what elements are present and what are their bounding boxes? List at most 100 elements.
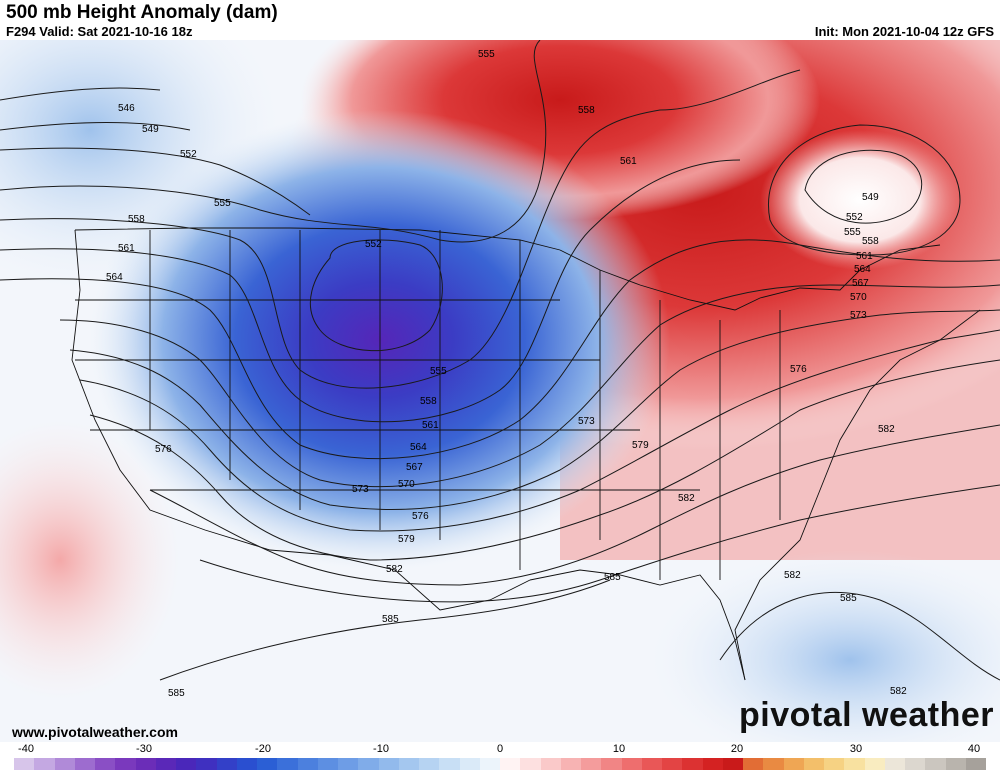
header: 500 mb Height Anomaly (dam) F294 Valid: …: [0, 0, 1000, 40]
colorbar-strip: [14, 758, 986, 770]
label-564: 564: [106, 272, 123, 283]
label-546: 546: [118, 103, 135, 114]
colorbar-swatch: [965, 758, 986, 770]
great-lakes-border: [559, 244, 941, 311]
colorbar-swatch: [945, 758, 966, 770]
label-567: 567: [406, 462, 423, 473]
label-558-canada: 558: [862, 236, 879, 247]
colorbar-swatch: [74, 758, 95, 770]
contour-552-canada: [768, 124, 961, 256]
label-585-east: 585: [840, 593, 857, 604]
contour-labels: 546 549 552 552 555 555 555 558 558 558 …: [106, 49, 907, 699]
colorbar-swatch: [398, 758, 419, 770]
label-582-east: 582: [878, 424, 895, 435]
contour-552: [0, 147, 311, 216]
label-582-caribbean: 582: [890, 686, 907, 697]
contour-570: [69, 309, 1000, 510]
label-570: 570: [398, 479, 415, 490]
valid-time: F294 Valid: Sat 2021-10-16 18z: [6, 24, 193, 39]
political-boundaries: [71, 227, 981, 681]
contour-555: [0, 40, 547, 243]
colorbar-tick: 20: [730, 743, 744, 755]
label-573-canada: 573: [850, 310, 867, 321]
colorbar-swatch: [317, 758, 338, 770]
colorbar-swatch: [479, 758, 500, 770]
colorbar-swatch: [520, 758, 541, 770]
colorbar-swatch: [257, 758, 278, 770]
label-555-north: 555: [478, 49, 495, 60]
colorbar-swatch: [621, 758, 642, 770]
label-555-trough: 555: [430, 366, 447, 377]
label-576-trough: 576: [412, 511, 429, 522]
contour-549: [0, 122, 191, 131]
label-552: 552: [180, 149, 197, 160]
colorbar-swatch: [601, 758, 622, 770]
label-561: 561: [118, 243, 135, 254]
height-contours: [0, 40, 1000, 681]
colorbar-swatch: [905, 758, 926, 770]
label-555-canada: 555: [844, 227, 861, 238]
colorbar-swatch: [884, 758, 905, 770]
contour-585: [159, 579, 611, 681]
colorbar-swatch: [216, 758, 237, 770]
colorbar-tick: -10: [373, 743, 389, 755]
label-573: 573: [352, 484, 369, 495]
gulf-coast: [529, 569, 746, 681]
colorbar-tick: 10: [612, 743, 626, 755]
map-canvas: 546 549 552 552 555 555 555 558 558 558 …: [0, 40, 1000, 742]
label-579-east: 579: [632, 440, 649, 451]
label-561-north: 561: [620, 156, 637, 167]
colorbar-tick: 40: [967, 743, 981, 755]
colorbar-swatch: [824, 758, 845, 770]
colorbar-swatch: [783, 758, 804, 770]
colorbar-swatch: [338, 758, 359, 770]
label-561-trough: 561: [422, 420, 439, 431]
colorbar-swatch: [500, 758, 521, 770]
label-582: 582: [386, 564, 403, 575]
colorbar-swatch: [95, 758, 116, 770]
colorbar-swatch: [378, 758, 399, 770]
colorbar-swatch: [277, 758, 298, 770]
colorbar-swatch: [54, 758, 75, 770]
contour-561: [0, 159, 741, 423]
label-573-east: 573: [578, 416, 595, 427]
label-567-canada: 567: [852, 278, 869, 289]
label-552-canada: 552: [846, 212, 863, 223]
label-558: 558: [128, 214, 145, 225]
colorbar-tick: -20: [255, 743, 271, 755]
atlantic-negative-region: [650, 550, 1000, 742]
colorbar-swatch: [641, 758, 662, 770]
label-549-canada: 549: [862, 192, 879, 203]
colorbar-tick: 0: [496, 743, 504, 755]
colorbar-swatch: [560, 758, 581, 770]
colorbar-swatch: [419, 758, 440, 770]
colorbar-swatch: [176, 758, 197, 770]
label-564-canada: 564: [854, 264, 871, 275]
label-564-trough: 564: [410, 442, 427, 453]
label-570-canada: 570: [850, 292, 867, 303]
website-url: www.pivotalweather.com: [12, 724, 178, 740]
colorbar-swatch: [722, 758, 743, 770]
label-582-atlantic: 582: [784, 570, 801, 581]
init-time: Init: Mon 2021-10-04 12z GFS: [814, 24, 994, 39]
colorbar: -40 -30 -20 -10 0 10 20 30 40: [0, 742, 1000, 772]
height-anomaly-map: 546 549 552 552 555 555 555 558 558 558 …: [0, 40, 1000, 742]
west-coast-and-southern-border: [71, 229, 531, 611]
us-canada-border: [74, 227, 561, 251]
colorbar-swatch: [34, 758, 55, 770]
contour-558: [0, 69, 801, 389]
colorbar-swatch: [581, 758, 602, 770]
colorbar-swatch: [155, 758, 176, 770]
label-585: 585: [382, 614, 399, 625]
colorbar-swatch: [540, 758, 561, 770]
label-585-mexico: 585: [168, 688, 185, 699]
colorbar-swatch: [297, 758, 318, 770]
colorbar-swatch: [844, 758, 865, 770]
colorbar-swatch: [439, 758, 460, 770]
contour-549-canada: [804, 149, 923, 224]
colorbar-swatch: [702, 758, 723, 770]
colorbar-swatch: [803, 758, 824, 770]
colorbar-swatch: [236, 758, 257, 770]
contour-582-south: [719, 592, 1000, 681]
contour-573: [79, 329, 1000, 532]
